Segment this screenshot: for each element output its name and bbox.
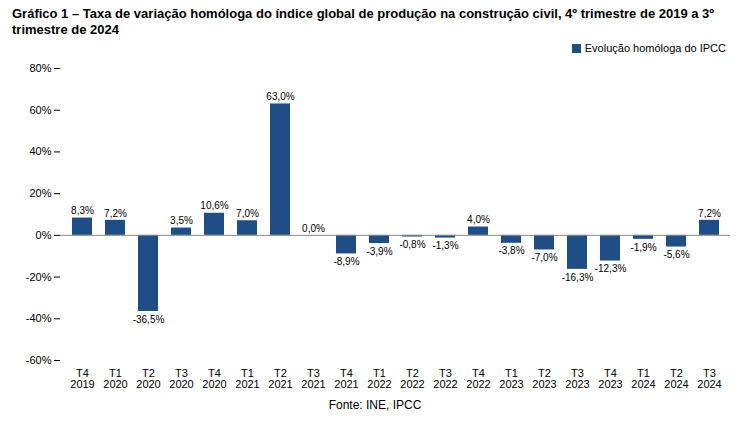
svg-text:T22023: T22023: [532, 367, 556, 390]
svg-text:10,6%: 10,6%: [200, 200, 228, 211]
svg-text:-5,6%: -5,6%: [663, 249, 689, 260]
svg-text:-1,9%: -1,9%: [630, 242, 656, 253]
svg-text:8,3%: 8,3%: [71, 205, 94, 216]
svg-text:T42019: T42019: [70, 367, 94, 390]
svg-text:T22021: T22021: [268, 367, 292, 390]
svg-text:T32023: T32023: [565, 367, 589, 390]
svg-text:-0,8%: -0,8%: [399, 239, 425, 250]
svg-text:3,5%: 3,5%: [170, 215, 193, 226]
svg-text:7,2%: 7,2%: [698, 208, 721, 219]
svg-text:-12,3%: -12,3%: [595, 263, 627, 274]
svg-text:T12023: T12023: [499, 367, 523, 390]
svg-text:7,2%: 7,2%: [104, 208, 127, 219]
svg-text:T12020: T12020: [103, 367, 127, 390]
html-text:Gráfico 1 – Taxa de variação h: Gráfico 1 – Taxa de variação homóloga do…: [12, 6, 715, 37]
svg-text:63,0%: 63,0%: [266, 91, 294, 102]
svg-text:7,0%: 7,0%: [236, 208, 259, 219]
svg-text:4,0%: 4,0%: [467, 214, 490, 225]
svg-text:T42020: T42020: [202, 367, 226, 390]
svg-text:-1,3%: -1,3%: [432, 240, 458, 251]
svg-text:-7,0%: -7,0%: [531, 252, 557, 263]
svg-text:T32022: T32022: [433, 367, 457, 390]
svg-text:-40%: -40%: [26, 312, 52, 324]
svg-text:T32024: T32024: [697, 367, 721, 390]
html-text:Fonte: INE, IPCC: Fonte: INE, IPCC: [328, 398, 422, 412]
svg-text:T12022: T12022: [367, 367, 391, 390]
svg-text:T22020: T22020: [136, 367, 160, 390]
svg-text:T12021: T12021: [235, 367, 259, 390]
svg-text:T22024: T22024: [664, 367, 688, 390]
svg-text:T42022: T42022: [466, 367, 490, 390]
html-text:Evolução homóloga do IPCC: Evolução homóloga do IPCC: [584, 42, 726, 54]
svg-text:0%: 0%: [36, 229, 52, 241]
svg-text:20%: 20%: [29, 187, 51, 199]
svg-text:-8,9%: -8,9%: [333, 256, 359, 267]
svg-text:-36,5%: -36,5%: [133, 314, 165, 325]
svg-text:-16,3%: -16,3%: [562, 272, 594, 283]
svg-text:80%: 80%: [29, 62, 51, 74]
svg-text:T32021: T32021: [301, 367, 325, 390]
svg-text:T42021: T42021: [334, 367, 358, 390]
svg-text:T42023: T42023: [598, 367, 622, 390]
svg-text:T32020: T32020: [169, 367, 193, 390]
svg-text:-3,8%: -3,8%: [498, 245, 524, 256]
svg-text:0,0%: 0,0%: [302, 223, 325, 234]
svg-text:40%: 40%: [29, 145, 51, 157]
svg-text:-20%: -20%: [26, 271, 52, 283]
svg-text:T22022: T22022: [400, 367, 424, 390]
svg-text:-3,9%: -3,9%: [366, 246, 392, 257]
svg-text:60%: 60%: [29, 104, 51, 116]
svg-text:-60%: -60%: [26, 354, 52, 366]
svg-text:T12024: T12024: [631, 367, 655, 390]
